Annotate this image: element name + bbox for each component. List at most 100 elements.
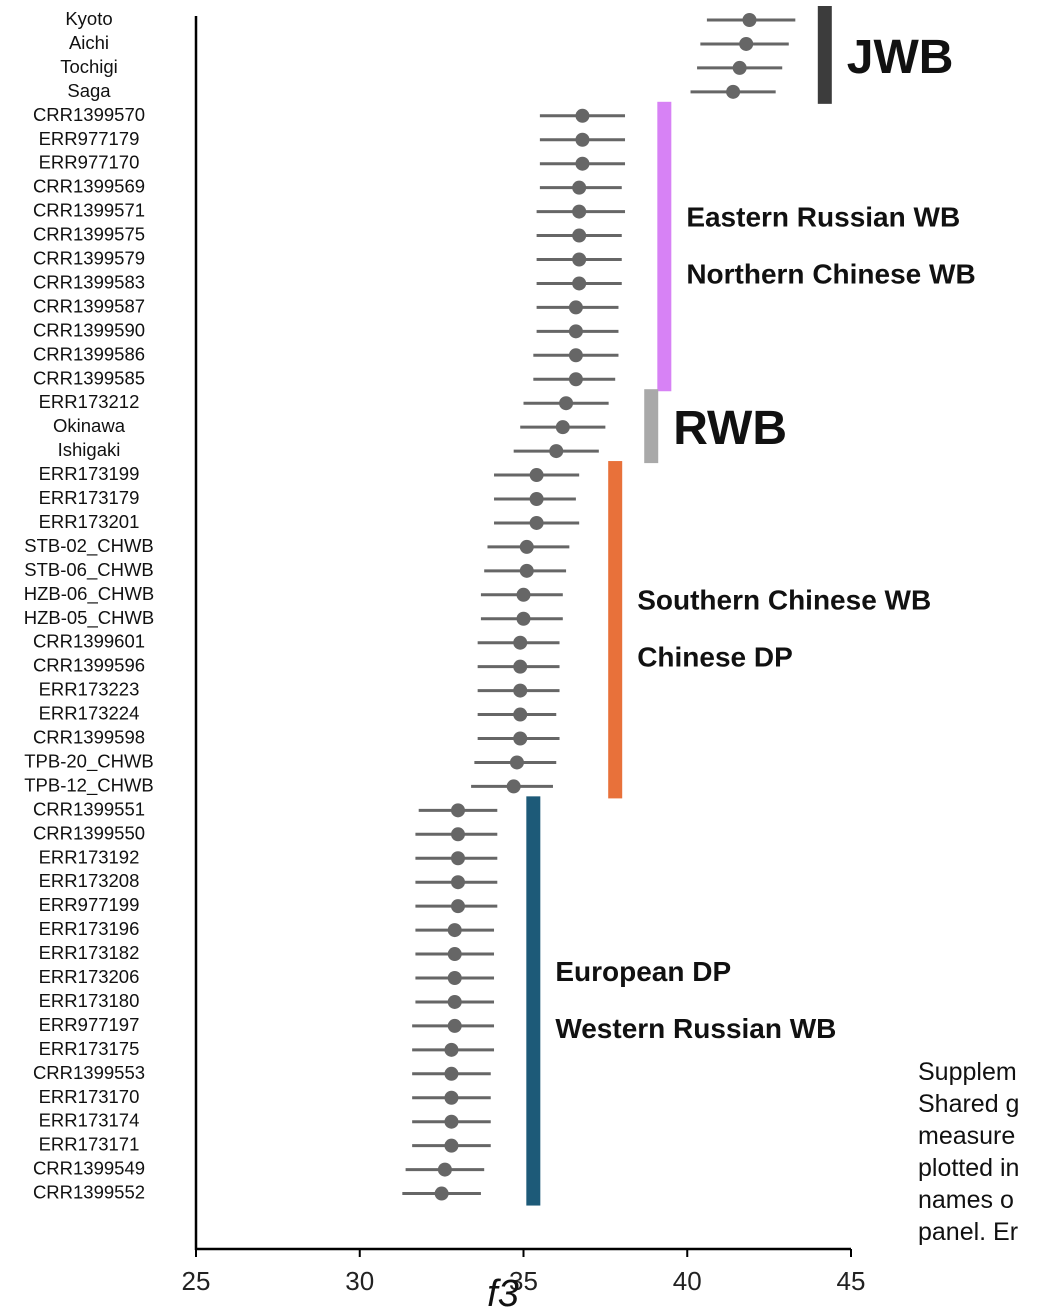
- y-tick-label: Kyoto: [65, 8, 112, 29]
- data-point: [516, 611, 531, 626]
- y-tick-label: ERR173208: [39, 870, 140, 891]
- data-point: [444, 1114, 459, 1129]
- data-point: [568, 348, 583, 363]
- x-tick-label: 40: [673, 1266, 702, 1296]
- caption-line: measure: [918, 1122, 1016, 1150]
- data-point: [568, 300, 583, 315]
- y-tick-label: ERR173182: [39, 942, 140, 963]
- caption-line: names o: [918, 1186, 1014, 1214]
- y-tick-label: CRR1399587: [33, 295, 145, 316]
- data-point: [444, 1066, 459, 1081]
- group-label: Southern Chinese WB: [637, 585, 931, 616]
- data-point: [447, 971, 462, 985]
- data-point: [732, 60, 747, 75]
- data-point: [568, 372, 583, 387]
- y-tick-label: Saga: [67, 80, 111, 101]
- y-tick-label: STB-06_CHWB: [24, 559, 154, 581]
- data-point: [529, 492, 544, 506]
- data-point: [447, 994, 462, 1009]
- y-tick-label: Ishigaki: [58, 439, 121, 460]
- y-tick-label: ERR173224: [39, 703, 140, 724]
- data-point: [572, 276, 587, 291]
- data-point: [572, 228, 587, 243]
- y-tick-label: CRR1399601: [33, 631, 145, 652]
- data-point: [506, 779, 521, 794]
- y-tick-label: CRR1399586: [33, 343, 145, 364]
- data-point: [519, 563, 534, 578]
- y-tick-label: ERR173199: [39, 463, 140, 484]
- y-tick-label: Okinawa: [53, 415, 126, 436]
- data-point: [509, 755, 524, 770]
- group-label: Chinese DP: [637, 642, 793, 673]
- data-point: [447, 947, 462, 962]
- y-tick-label: ERR173174: [39, 1110, 140, 1131]
- y-tick-label: CRR1399575: [33, 224, 145, 245]
- y-tick-label: CRR1399550: [33, 822, 145, 843]
- group-bar: [644, 389, 659, 464]
- data-point: [437, 1162, 452, 1177]
- data-point: [451, 899, 465, 914]
- group-label: Eastern Russian WB: [686, 202, 960, 233]
- y-tick-label: CRR1399570: [33, 104, 145, 125]
- y-tick-label: HZB-05_CHWB: [24, 607, 155, 629]
- data-point: [451, 827, 465, 842]
- caption-line: Supplem: [918, 1058, 1017, 1086]
- data-point: [447, 1018, 462, 1033]
- y-tick-label: CRR1399551: [33, 798, 145, 819]
- y-tick-label: Tochigi: [60, 56, 118, 77]
- y-tick-label: CRR1399590: [33, 319, 145, 340]
- data-point: [572, 204, 587, 219]
- data-point: [742, 13, 757, 27]
- x-tick-label: 35: [509, 1266, 538, 1296]
- data-point: [434, 1186, 449, 1201]
- y-tick-label: ERR173179: [39, 487, 140, 508]
- data-point: [559, 396, 574, 411]
- data-point: [513, 707, 528, 722]
- y-tick-label: CRR1399579: [33, 248, 145, 269]
- data-point: [444, 1138, 459, 1153]
- group-label: Western Russian WB: [555, 1013, 836, 1044]
- data-point: [519, 539, 534, 554]
- caption-line: Shared g: [918, 1090, 1020, 1118]
- y-tick-label: ERR173192: [39, 846, 140, 867]
- y-tick-label: CRR1399585: [33, 367, 145, 388]
- group-bar: [526, 796, 541, 1206]
- data-point: [549, 444, 564, 459]
- y-tick-label: Aichi: [69, 32, 109, 53]
- y-tick-label: ERR977170: [39, 152, 140, 173]
- data-point: [529, 515, 544, 530]
- data-point: [529, 468, 544, 483]
- y-tick-label: ERR977197: [39, 1014, 140, 1035]
- data-point: [739, 36, 754, 51]
- group-label: European DP: [555, 956, 731, 987]
- y-tick-label: CRR1399552: [33, 1182, 145, 1203]
- data-point: [513, 635, 528, 650]
- y-tick-label: CRR1399553: [33, 1062, 145, 1083]
- y-tick-label: ERR977199: [39, 894, 140, 915]
- data-point: [513, 659, 528, 674]
- y-tick-label: ERR977179: [39, 128, 140, 149]
- data-point: [572, 180, 587, 195]
- y-tick-label: CRR1399598: [33, 727, 145, 748]
- y-tick-label: ERR173175: [39, 1038, 140, 1059]
- y-tick-label: CRR1399571: [33, 200, 145, 221]
- figure-caption: Supplem Shared g measure plotted in name…: [918, 1056, 1056, 1248]
- data-point: [516, 587, 531, 602]
- data-point: [444, 1042, 459, 1057]
- group-label: JWB: [847, 31, 954, 84]
- y-tick-label: CRR1399549: [33, 1158, 145, 1179]
- caption-line: panel. Er: [918, 1218, 1019, 1246]
- x-tick-label: 30: [345, 1266, 374, 1296]
- x-axis-label: f3: [487, 1273, 519, 1314]
- y-tick-label: ERR173180: [39, 990, 140, 1011]
- y-tick-label: ERR173171: [39, 1134, 140, 1155]
- data-point: [575, 132, 590, 147]
- y-tick-label: CRR1399583: [33, 271, 145, 292]
- y-tick-label: TPB-20_CHWB: [24, 750, 154, 772]
- y-tick-label: ERR173201: [39, 511, 140, 532]
- caption-line: plotted in: [918, 1154, 1020, 1182]
- data-point: [575, 108, 590, 123]
- y-tick-label: CRR1399569: [33, 176, 145, 197]
- data-point: [726, 84, 741, 99]
